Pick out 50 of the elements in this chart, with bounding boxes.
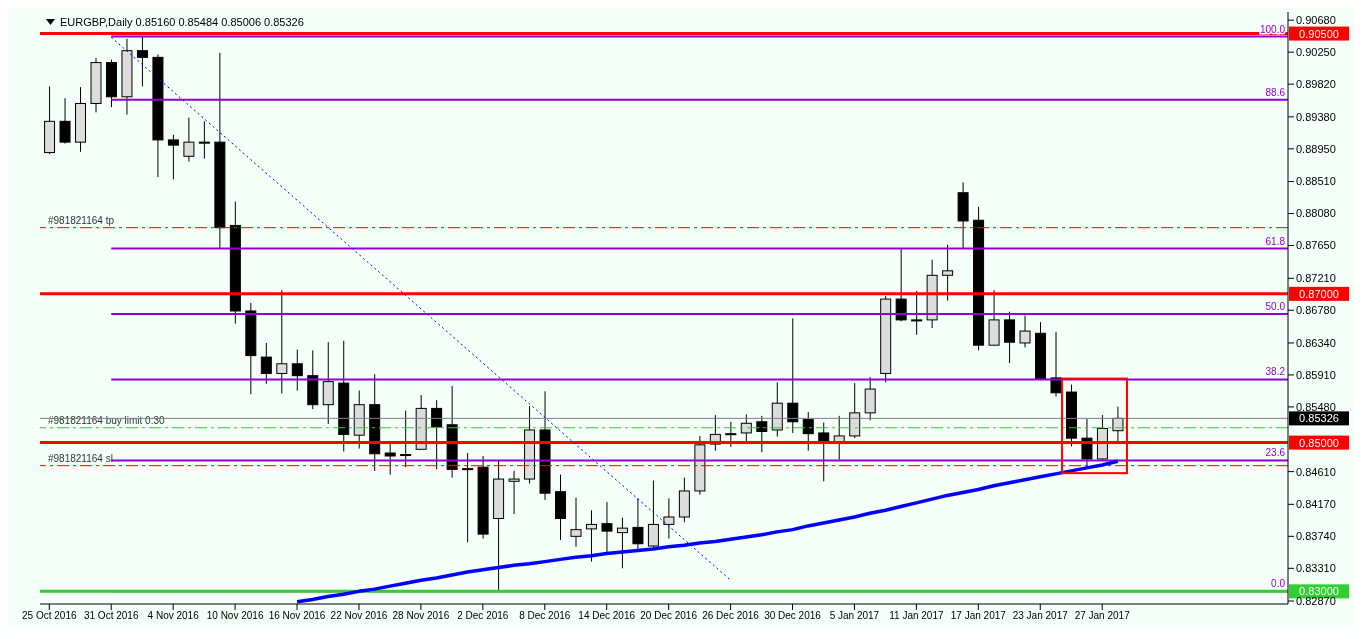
y-tick-label: 0.88510 [1296,175,1336,188]
x-tick-label: 23 Jan 2017 [1012,610,1069,622]
x-tick-label: 14 Dec 2016 [578,610,636,622]
y-tick-label: 0.89820 [1296,78,1336,91]
y-tick-label: 0.87650 [1296,239,1336,252]
x-tick-label: 22 Nov 2016 [330,610,388,622]
x-tick-label: 5 Jan 2017 [829,610,880,622]
ref-line-label: 0.90500 [1299,27,1339,40]
y-tick-label: 0.85910 [1296,368,1336,381]
y-tick-label: 0.90250 [1296,46,1336,59]
y-tick-label: 0.86780 [1296,304,1336,317]
annotation: 23.6 [1265,447,1286,459]
ref-line-label: #981821164 buy limit 0.30 [48,414,166,426]
x-tick-label: 16 Nov 2016 [268,610,326,622]
x-tick-label: 17 Jan 2017 [950,610,1007,622]
x-tick-label: 27 Jan 2017 [1074,610,1131,622]
y-tick-label: 0.83310 [1296,562,1336,575]
x-tick-label: 30 Dec 2016 [764,610,822,622]
y-tick-label: 0.88080 [1296,207,1336,220]
y-tick-label: 0.84170 [1296,498,1336,511]
x-tick-label: 31 Oct 2016 [83,610,139,622]
ref-line-label: #981821164 sl [48,452,113,464]
ref-line-label: 0.87000 [1299,287,1339,300]
x-tick-label: 25 Oct 2016 [22,610,77,622]
y-tick-label: 0.89380 [1296,110,1336,123]
annotation: 38.2 [1265,366,1286,378]
ref-line-label: #981821164 tp [48,214,115,226]
chart-title: EURGBP,Daily 0.85160 0.85484 0.85006 0.85326 [60,16,304,28]
x-tick-label: 20 Dec 2016 [640,610,698,622]
annotation: 50.0 [1265,300,1286,312]
y-tick-label: 0.88950 [1296,142,1336,155]
x-tick-label: 2 Dec 2016 [457,610,509,622]
x-tick-label: 26 Dec 2016 [702,610,760,622]
annotation: 100.0 [1259,23,1286,35]
annotation: 61.8 [1265,235,1286,247]
annotation: 88.6 [1265,86,1286,98]
x-tick-label: 4 Nov 2016 [147,610,200,622]
y-tick-label: 0.90680 [1296,14,1336,27]
y-tick-label: 0.85480 [1296,400,1336,413]
x-tick-label: 10 Nov 2016 [206,610,264,622]
ref-line-label: 0.85000 [1299,436,1339,449]
y-tick-label: 0.87210 [1296,272,1336,285]
x-tick-label: 11 Jan 2017 [889,610,944,622]
ref-line-label: 0.85326 [1299,412,1339,425]
x-tick-label: 8 Dec 2016 [519,610,571,622]
x-tick-label: 28 Nov 2016 [392,610,450,622]
y-tick-label: 0.86340 [1296,336,1336,349]
y-tick-label: 0.84610 [1296,465,1336,478]
annotation: 0.0 [1271,578,1286,590]
y-tick-label: 0.83740 [1296,530,1336,543]
